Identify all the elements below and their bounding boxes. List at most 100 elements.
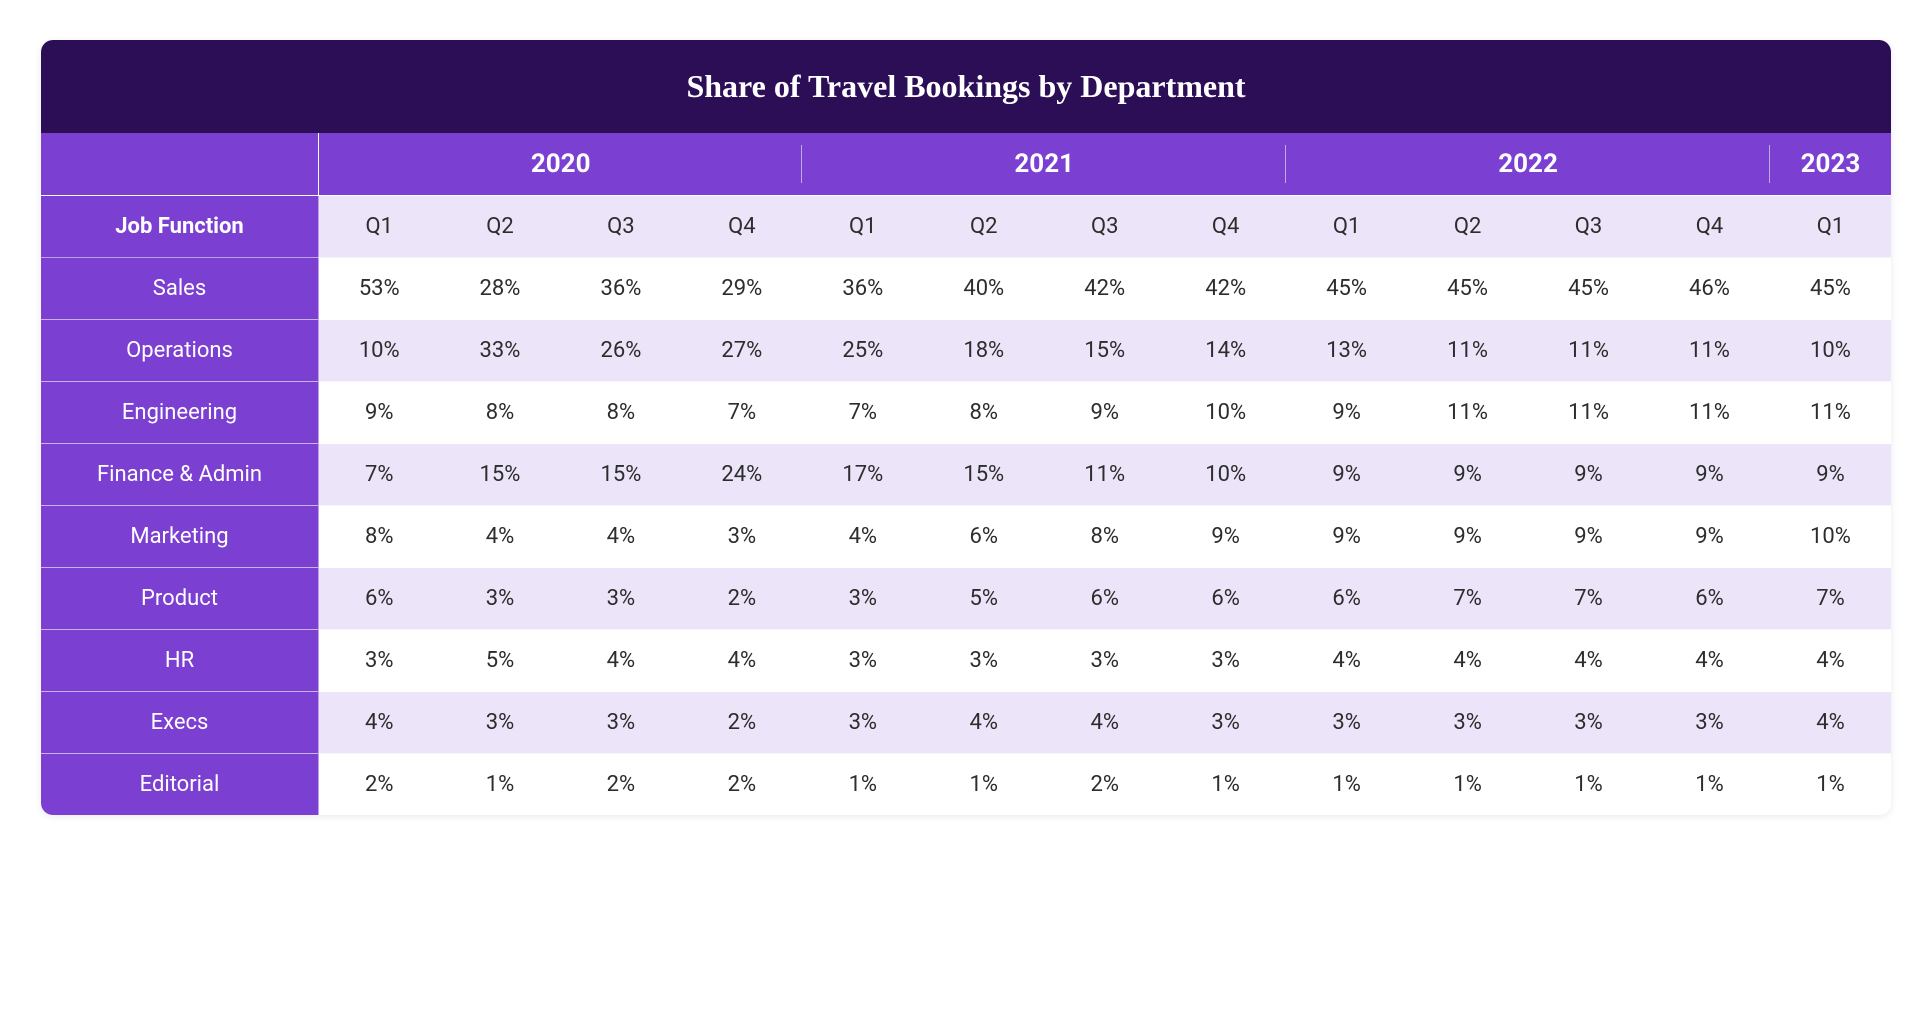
data-cell: 3% xyxy=(560,692,681,754)
data-cell: 45% xyxy=(1407,258,1528,320)
data-cell: 45% xyxy=(1528,258,1649,320)
data-table: 2020202120222023 Job FunctionQ1Q2Q3Q4Q1Q… xyxy=(41,133,1891,815)
table-body: Sales53%28%36%29%36%40%42%42%45%45%45%46… xyxy=(41,258,1891,816)
data-cell: 4% xyxy=(1770,630,1891,692)
table-row: HR3%5%4%4%3%3%3%3%4%4%4%4%4% xyxy=(41,630,1891,692)
data-cell: 11% xyxy=(1407,320,1528,382)
data-cell: 4% xyxy=(1649,630,1770,692)
data-cell: 2% xyxy=(319,754,440,816)
data-cell: 8% xyxy=(560,382,681,444)
data-cell: 45% xyxy=(1770,258,1891,320)
data-cell: 4% xyxy=(1407,630,1528,692)
data-cell: 11% xyxy=(1770,382,1891,444)
row-label: Engineering xyxy=(41,382,319,444)
data-cell: 25% xyxy=(802,320,923,382)
data-cell: 24% xyxy=(681,444,802,506)
data-cell: 1% xyxy=(1528,754,1649,816)
data-cell: 36% xyxy=(802,258,923,320)
table-title: Share of Travel Bookings by Department xyxy=(41,40,1891,133)
table-row: Editorial2%1%2%2%1%1%2%1%1%1%1%1%1% xyxy=(41,754,1891,816)
year-header: 2022 xyxy=(1286,133,1770,196)
table-row: Engineering9%8%8%7%7%8%9%10%9%11%11%11%1… xyxy=(41,382,1891,444)
table-row: Execs4%3%3%2%3%4%4%3%3%3%3%3%4% xyxy=(41,692,1891,754)
year-header: 2020 xyxy=(319,133,803,196)
data-cell: 2% xyxy=(681,568,802,630)
data-cell: 5% xyxy=(923,568,1044,630)
data-cell: 10% xyxy=(319,320,440,382)
data-cell: 6% xyxy=(1649,568,1770,630)
row-header-label: Job Function xyxy=(41,196,319,258)
table-row: Operations10%33%26%27%25%18%15%14%13%11%… xyxy=(41,320,1891,382)
data-cell: 3% xyxy=(802,692,923,754)
data-cell: 3% xyxy=(802,568,923,630)
data-cell: 1% xyxy=(1770,754,1891,816)
data-cell: 3% xyxy=(1286,692,1407,754)
data-cell: 1% xyxy=(802,754,923,816)
data-cell: 8% xyxy=(923,382,1044,444)
data-cell: 42% xyxy=(1044,258,1165,320)
data-cell: 11% xyxy=(1649,382,1770,444)
data-cell: 11% xyxy=(1528,382,1649,444)
data-cell: 18% xyxy=(923,320,1044,382)
data-cell: 9% xyxy=(1528,506,1649,568)
data-cell: 8% xyxy=(319,506,440,568)
table-row: Product6%3%3%2%3%5%6%6%6%7%7%6%7% xyxy=(41,568,1891,630)
data-cell: 13% xyxy=(1286,320,1407,382)
quarter-header: Q3 xyxy=(1528,196,1649,258)
data-cell: 3% xyxy=(439,568,560,630)
data-cell: 4% xyxy=(560,630,681,692)
year-header-row: 2020202120222023 xyxy=(41,133,1891,196)
data-cell: 4% xyxy=(1528,630,1649,692)
data-cell: 1% xyxy=(923,754,1044,816)
data-cell: 33% xyxy=(439,320,560,382)
data-cell: 4% xyxy=(439,506,560,568)
data-cell: 26% xyxy=(560,320,681,382)
data-cell: 36% xyxy=(560,258,681,320)
data-cell: 8% xyxy=(439,382,560,444)
quarter-header: Q3 xyxy=(1044,196,1165,258)
data-cell: 9% xyxy=(1286,382,1407,444)
data-cell: 2% xyxy=(681,692,802,754)
quarter-header: Q2 xyxy=(923,196,1044,258)
data-cell: 1% xyxy=(1165,754,1286,816)
data-cell: 3% xyxy=(560,568,681,630)
data-cell: 4% xyxy=(802,506,923,568)
row-label: Operations xyxy=(41,320,319,382)
data-cell: 4% xyxy=(1770,692,1891,754)
data-cell: 11% xyxy=(1407,382,1528,444)
data-cell: 9% xyxy=(1286,506,1407,568)
table-row: Sales53%28%36%29%36%40%42%42%45%45%45%46… xyxy=(41,258,1891,320)
data-cell: 6% xyxy=(1286,568,1407,630)
data-cell: 9% xyxy=(319,382,440,444)
quarter-header: Q1 xyxy=(802,196,923,258)
data-cell: 10% xyxy=(1770,506,1891,568)
quarter-header: Q1 xyxy=(1286,196,1407,258)
data-cell: 9% xyxy=(1044,382,1165,444)
data-cell: 11% xyxy=(1649,320,1770,382)
data-cell: 9% xyxy=(1649,506,1770,568)
data-cell: 9% xyxy=(1407,506,1528,568)
data-cell: 29% xyxy=(681,258,802,320)
data-cell: 4% xyxy=(681,630,802,692)
data-cell: 3% xyxy=(439,692,560,754)
data-cell: 7% xyxy=(319,444,440,506)
quarter-header: Q4 xyxy=(1165,196,1286,258)
year-header: 2021 xyxy=(802,133,1286,196)
data-cell: 3% xyxy=(802,630,923,692)
data-cell: 7% xyxy=(1770,568,1891,630)
year-header-blank xyxy=(41,133,319,196)
row-label: Finance & Admin xyxy=(41,444,319,506)
data-cell: 3% xyxy=(1407,692,1528,754)
data-cell: 7% xyxy=(1407,568,1528,630)
data-cell: 9% xyxy=(1770,444,1891,506)
data-cell: 46% xyxy=(1649,258,1770,320)
data-cell: 4% xyxy=(1286,630,1407,692)
data-cell: 8% xyxy=(1044,506,1165,568)
data-cell: 2% xyxy=(560,754,681,816)
data-cell: 53% xyxy=(319,258,440,320)
table-row: Marketing8%4%4%3%4%6%8%9%9%9%9%9%10% xyxy=(41,506,1891,568)
data-cell: 28% xyxy=(439,258,560,320)
data-cell: 9% xyxy=(1407,444,1528,506)
data-cell: 11% xyxy=(1528,320,1649,382)
data-cell: 3% xyxy=(1165,630,1286,692)
